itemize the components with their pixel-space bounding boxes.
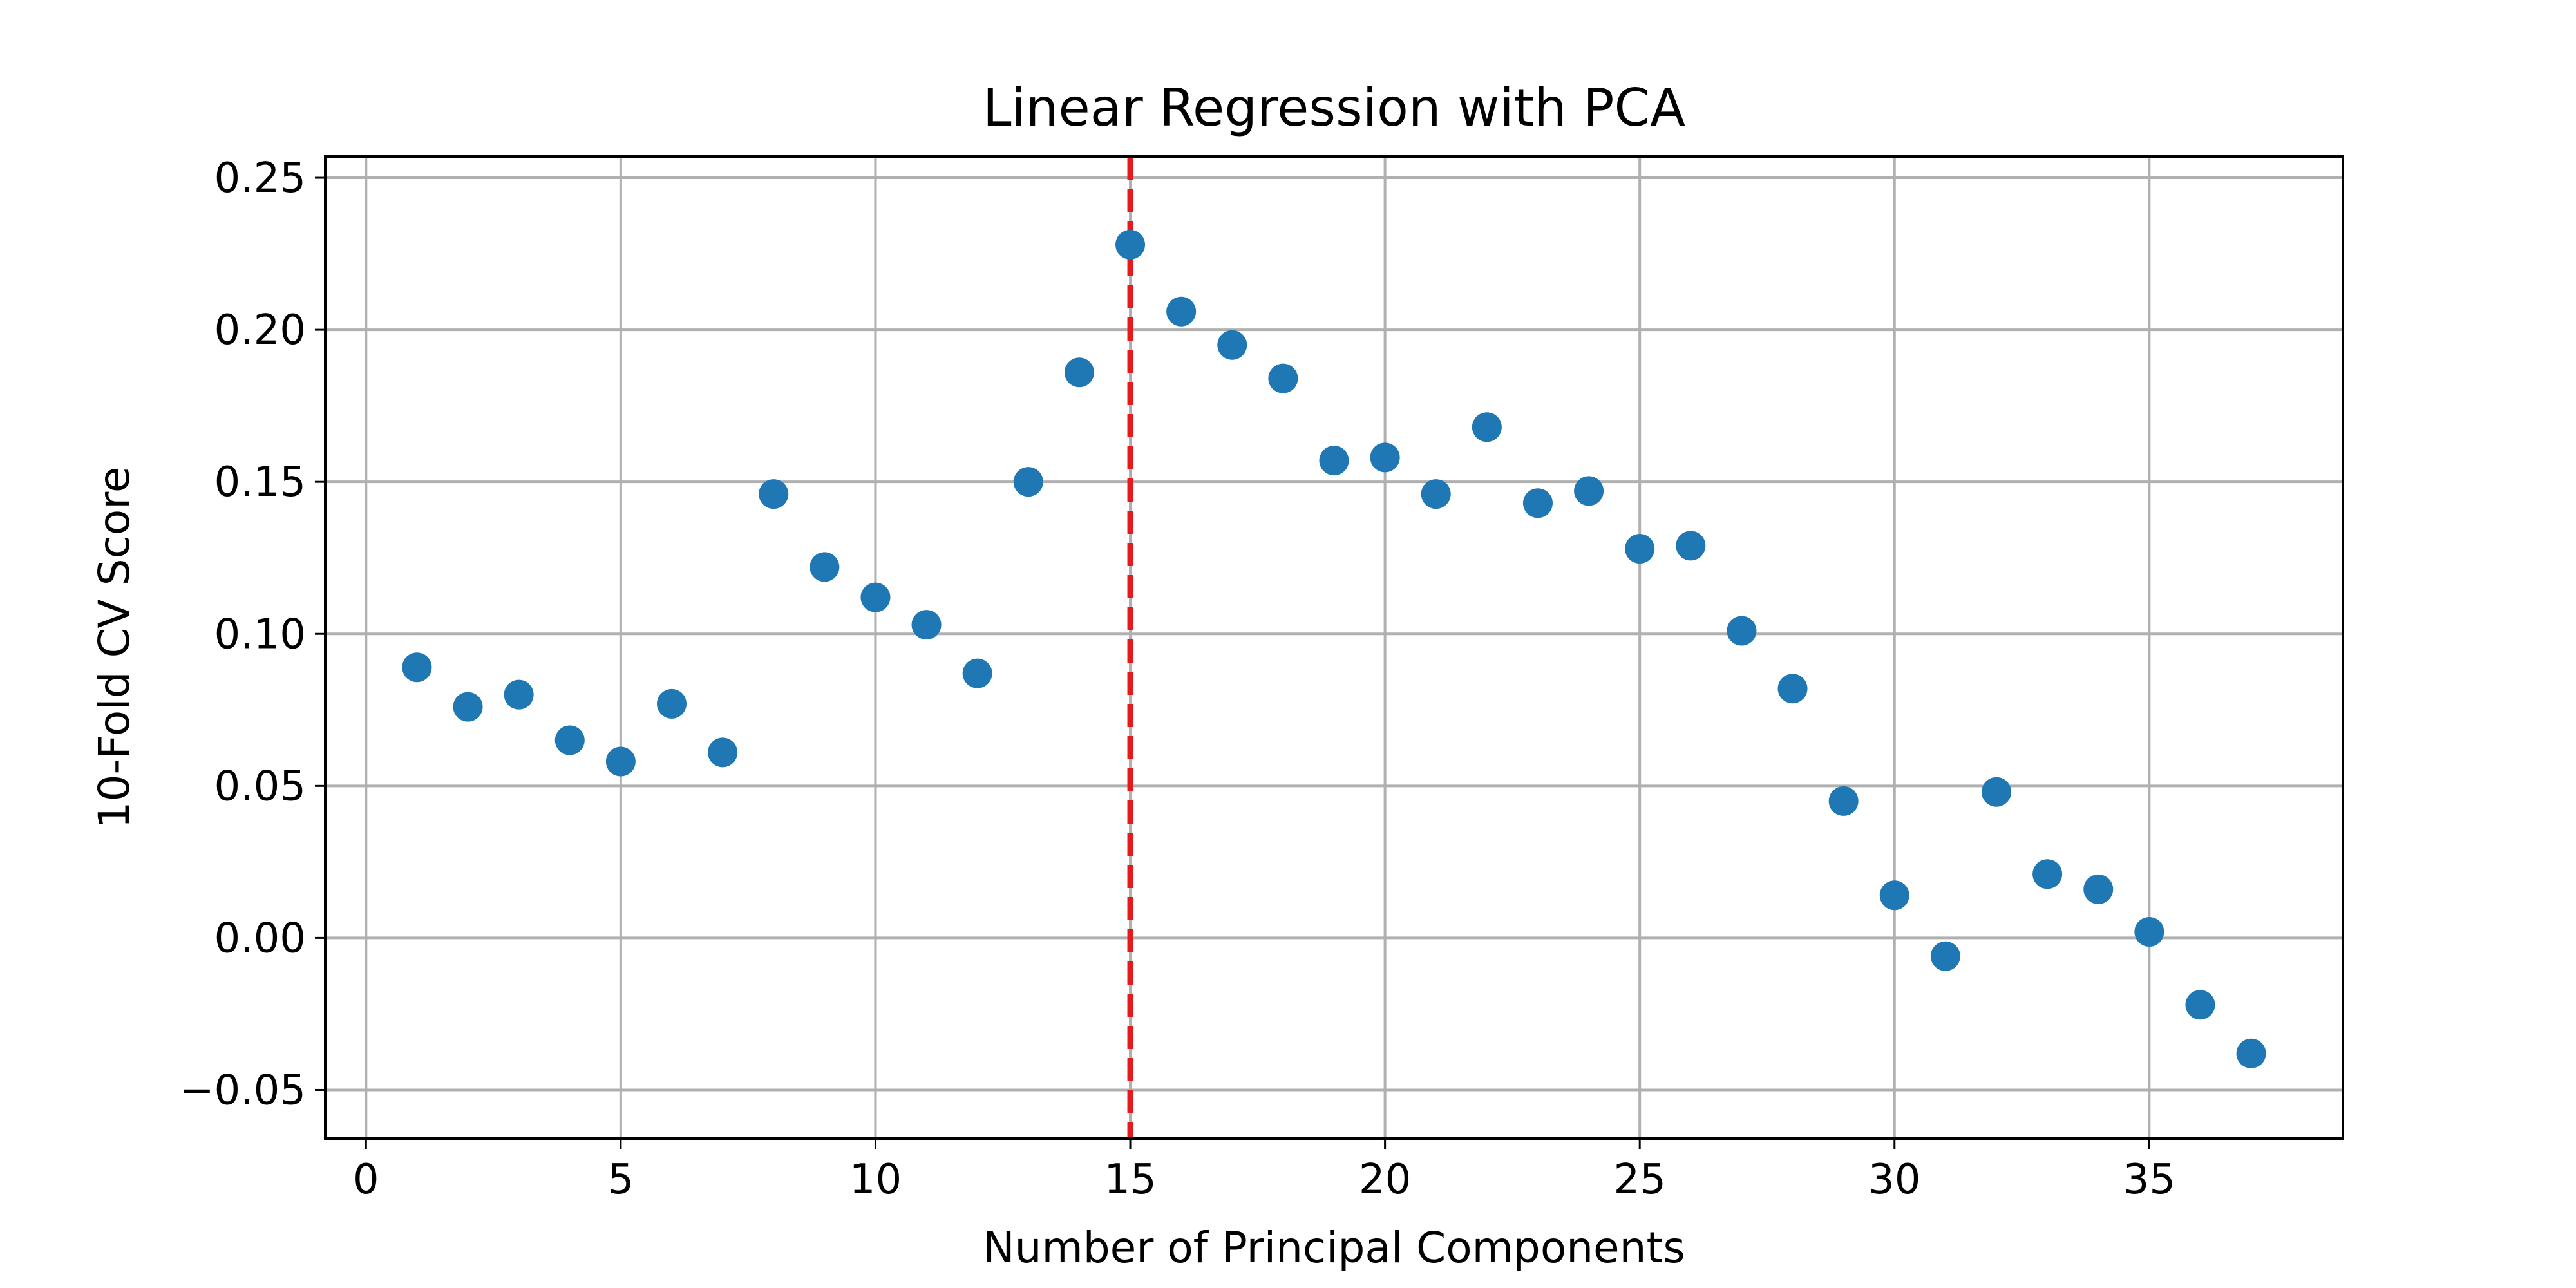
data-point: [1574, 476, 1604, 506]
y-tick-label: −0.05: [180, 1066, 306, 1114]
data-point: [1013, 467, 1043, 497]
data-point: [810, 552, 840, 582]
data-point: [1676, 531, 1706, 561]
data-point: [2083, 874, 2114, 904]
data-point: [1777, 674, 1808, 704]
data-point: [708, 737, 738, 768]
x-tick-label: 35: [2123, 1156, 2175, 1204]
data-point: [554, 725, 585, 755]
x-tick-label: 15: [1104, 1156, 1156, 1204]
plot-frame: [324, 155, 2344, 1140]
data-point: [402, 652, 432, 683]
data-point: [504, 679, 534, 710]
x-tick-label: 10: [849, 1156, 902, 1204]
axis-ticks: 0 5 10 15 20 25 30 35 −0.05 0.00 0.05 0.10 0.15 0.20 0…: [180, 155, 2175, 1204]
data-point: [759, 479, 789, 509]
data-point: [1472, 412, 1502, 442]
data-point: [1930, 941, 1960, 971]
data-point: [2032, 859, 2063, 889]
y-tick-label: 0.00: [214, 914, 307, 962]
data-point: [656, 688, 687, 719]
data-point: [1421, 479, 1451, 509]
x-tick-label: 30: [1868, 1156, 1920, 1204]
y-axis-label: 10-Fold CV Score: [90, 466, 139, 828]
data-point: [1115, 229, 1146, 260]
data-point: [2236, 1038, 2266, 1068]
grid-lines: [325, 156, 2343, 1139]
data-point: [1064, 357, 1094, 388]
y-tick-label: 0.10: [214, 611, 307, 658]
data-point: [1319, 446, 1349, 476]
x-tick-label: 25: [1613, 1156, 1665, 1204]
y-tick-label: 0.20: [214, 307, 307, 354]
y-tick-label: 0.25: [214, 155, 307, 202]
data-point: [1828, 786, 1859, 816]
data-point: [1217, 330, 1247, 360]
data-point: [1522, 488, 1553, 518]
chart-title: Linear Regression with PCA: [983, 78, 1685, 138]
x-tick-label: 20: [1359, 1156, 1411, 1204]
data-point: [2185, 990, 2215, 1020]
data-point: [1727, 616, 1757, 646]
data-point: [2134, 916, 2164, 947]
x-tick-label: 0: [353, 1156, 379, 1204]
data-point: [911, 610, 942, 640]
data-point: [1166, 296, 1197, 327]
data-point: [453, 692, 483, 722]
data-point: [1625, 534, 1655, 564]
data-point: [962, 658, 992, 688]
scatter-points: [402, 229, 2266, 1068]
x-tick-label: 5: [608, 1156, 634, 1204]
data-point: [1982, 777, 2012, 807]
data-point: [1370, 442, 1400, 473]
data-point: [1879, 880, 1909, 911]
data-point: [860, 582, 891, 612]
y-tick-label: 0.05: [214, 762, 307, 810]
y-tick-label: 0.15: [214, 459, 307, 506]
data-point: [1268, 363, 1298, 393]
x-axis-label: Number of Principal Components: [983, 1223, 1685, 1273]
data-point: [605, 746, 636, 777]
